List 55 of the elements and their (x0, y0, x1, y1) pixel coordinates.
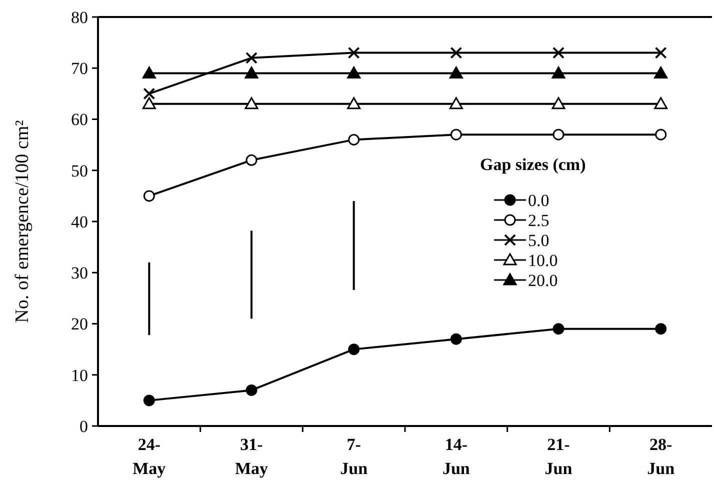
point (449, 66, 463, 78)
y-tick-label: 60 (71, 110, 88, 130)
point (552, 128, 564, 140)
x-tick-label: 31- May (234, 435, 269, 478)
point (348, 134, 360, 146)
y-tick-label: 50 (71, 161, 88, 180)
point (450, 46, 462, 59)
point (348, 46, 360, 59)
point (654, 97, 668, 110)
point (246, 154, 258, 166)
y-tick-label: 80 (71, 8, 88, 27)
x-tick-label: 14- Jun (442, 435, 470, 478)
point (142, 97, 156, 110)
y-tick-label: 0 (80, 416, 88, 436)
y-tick-label: 30 (71, 264, 88, 283)
x-tick-label: 21- Jun (544, 435, 573, 478)
point (449, 97, 463, 110)
bar (148, 262, 150, 335)
point (450, 333, 462, 345)
x-tick-label: 28- Jun (647, 435, 676, 478)
y-tick-label: 40 (71, 212, 88, 232)
point (143, 190, 155, 202)
y-axis-title: No. of emergence/100 cm² (12, 120, 33, 323)
legend-label: 10.0 (528, 250, 558, 270)
legend-label: 0.0 (528, 190, 550, 210)
point (142, 66, 156, 78)
point (552, 323, 564, 335)
x-tick-label: 24- May (132, 435, 166, 478)
point (143, 88, 156, 100)
point (244, 97, 258, 110)
point (654, 46, 667, 59)
point (348, 344, 360, 356)
point (552, 97, 566, 110)
y-tick-label: 10 (71, 366, 88, 385)
point (244, 66, 258, 78)
legend-label: 2.5 (528, 210, 550, 230)
legend-title: Gap sizes (cm) (480, 155, 586, 174)
point (552, 46, 564, 59)
point (450, 128, 462, 140)
point (347, 66, 361, 78)
point (246, 384, 258, 396)
point (347, 97, 361, 110)
bar (352, 201, 355, 290)
legend-label: 20.0 (528, 270, 558, 290)
point (655, 323, 667, 335)
x-tick-label: 7- Jun (340, 435, 368, 478)
point (655, 128, 667, 140)
point (654, 66, 668, 78)
y-tick-label: 70 (71, 59, 88, 78)
point (552, 66, 566, 78)
point (246, 52, 258, 64)
point (143, 394, 155, 406)
bar (250, 230, 252, 319)
y-tick-label: 20 (71, 314, 88, 334)
legend-label: 5.0 (528, 230, 550, 250)
